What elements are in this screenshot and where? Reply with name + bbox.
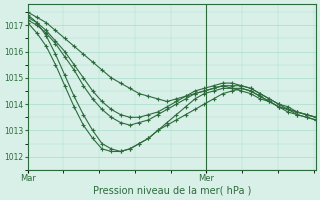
- X-axis label: Pression niveau de la mer( hPa ): Pression niveau de la mer( hPa ): [92, 186, 251, 196]
